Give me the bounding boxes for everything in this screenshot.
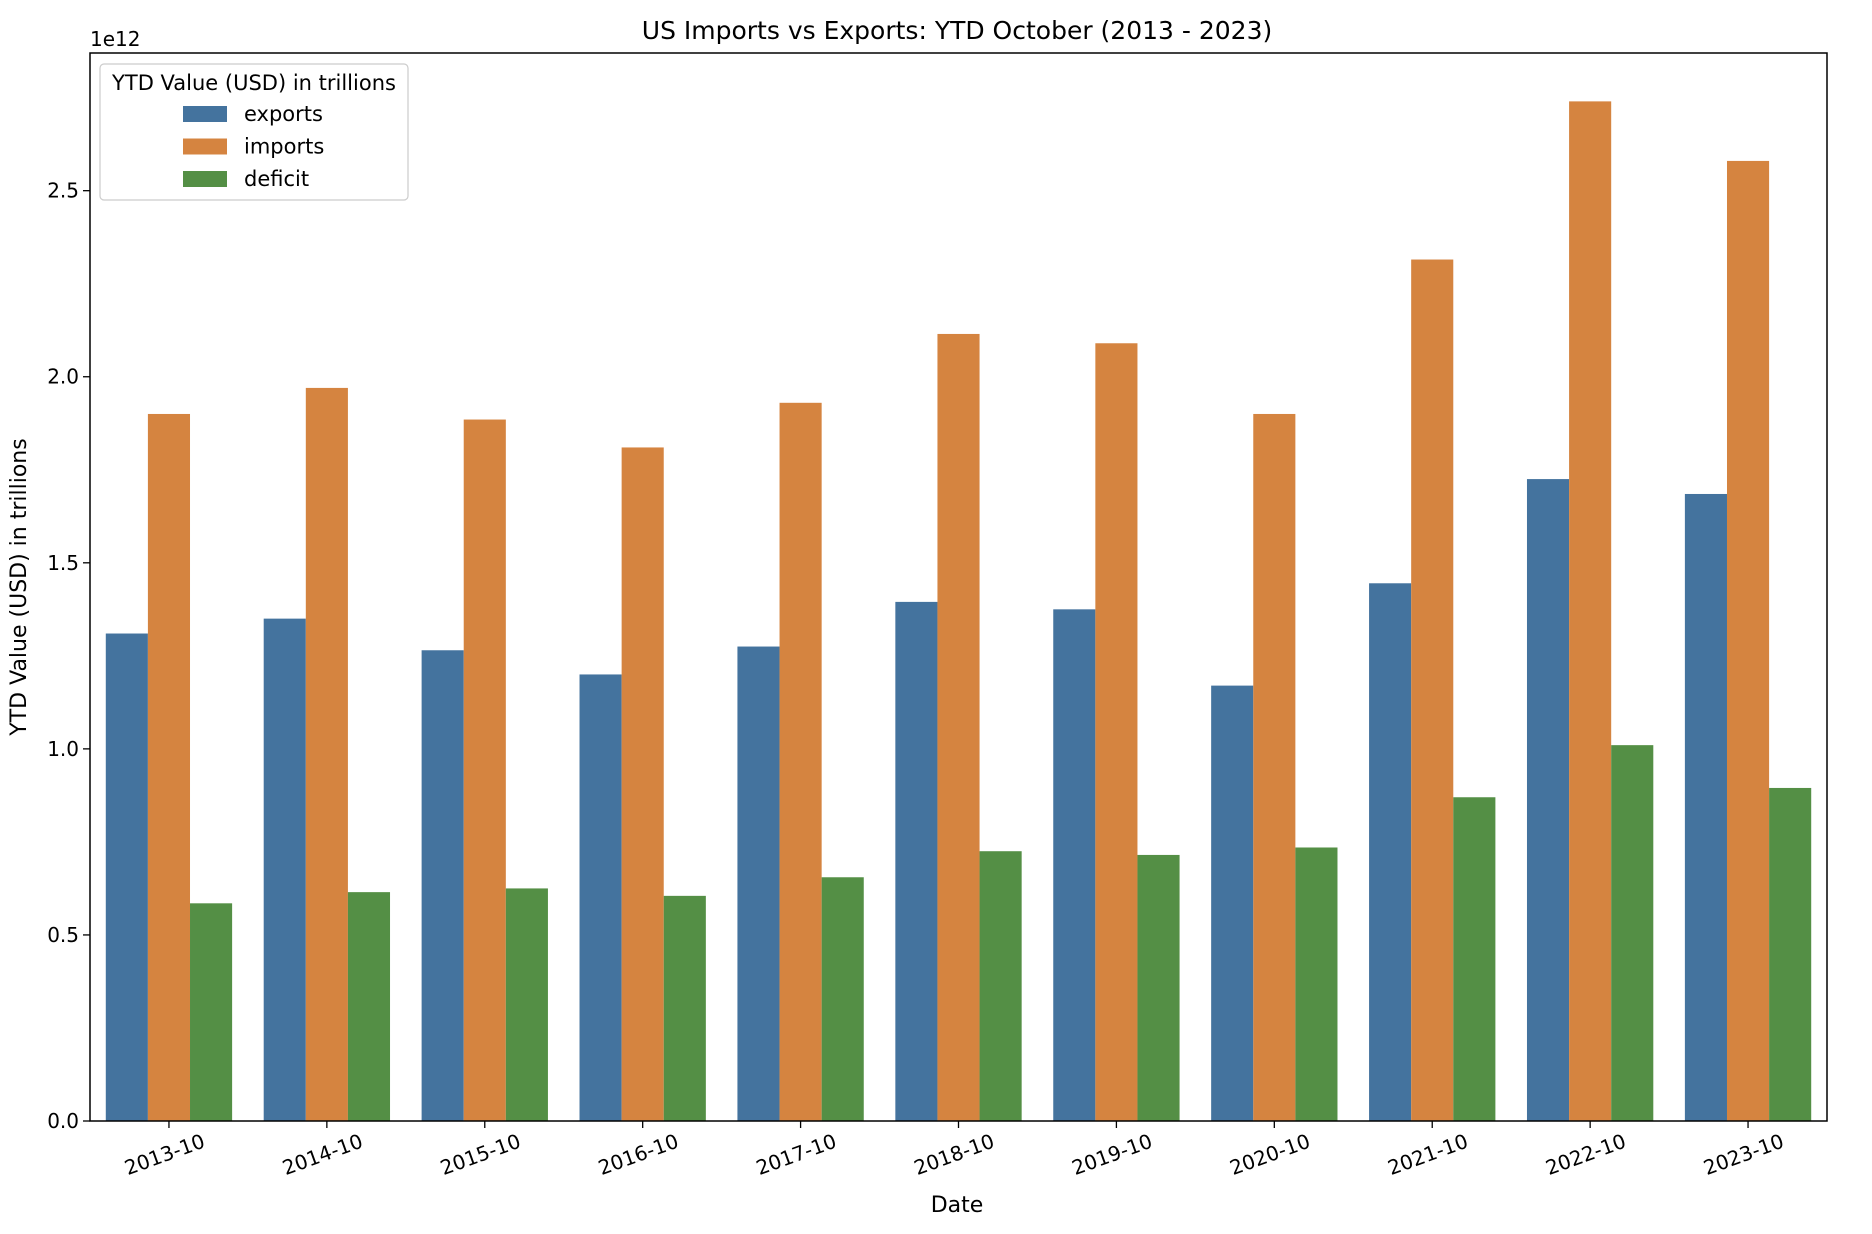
- y-tick-label: 1.0: [47, 737, 79, 761]
- legend-swatch-imports: [183, 138, 227, 155]
- y-tick-label: 1.5: [47, 551, 79, 575]
- x-tick-label: 2015-10: [437, 1129, 524, 1180]
- bar-exports-2023-10: [1684, 493, 1727, 1122]
- bar-exports-2013-10: [105, 633, 148, 1121]
- x-tick-label: 2021-10: [1384, 1129, 1471, 1180]
- bar-deficit-2022-10: [1611, 745, 1654, 1121]
- chart-title: US Imports vs Exports: YTD October (2013…: [642, 16, 1272, 45]
- bar-imports-2020-10: [1253, 413, 1296, 1122]
- x-tick-label: 2014-10: [279, 1129, 366, 1180]
- bar-imports-2017-10: [779, 402, 822, 1121]
- bar-exports-2019-10: [1053, 609, 1096, 1121]
- bar-exports-2022-10: [1526, 479, 1570, 1122]
- bar-imports-2016-10: [621, 447, 664, 1121]
- y-tick-label: 0.0: [47, 1109, 79, 1133]
- x-tick-label: 2018-10: [911, 1129, 998, 1180]
- legend-box: [99, 63, 409, 201]
- bar-deficit-2023-10: [1769, 787, 1812, 1121]
- bar-exports-2016-10: [579, 674, 622, 1121]
- legend-swatch-exports: [183, 106, 227, 122]
- legend-title: YTD Value (USD) in trillions: [111, 71, 396, 95]
- legend: YTD Value (USD) in trillions exports impo…: [99, 63, 409, 201]
- x-tick-label: 2016-10: [595, 1129, 682, 1180]
- y-offset-label: 1e12: [90, 27, 140, 51]
- bars-layer: [105, 101, 1812, 1122]
- x-tick-label: 2020-10: [1227, 1129, 1314, 1180]
- legend-swatch-deficit: [183, 171, 227, 187]
- x-axis-title: Date: [931, 1193, 984, 1218]
- x-tick-label: 2013-10: [121, 1129, 208, 1180]
- bar-exports-2014-10: [263, 618, 306, 1121]
- bar-deficit-2018-10: [979, 851, 1022, 1121]
- bar-deficit-2014-10: [347, 892, 391, 1121]
- bar-deficit-2016-10: [663, 895, 706, 1121]
- y-axis-title: YTD Value (USD) in trillions: [7, 438, 32, 736]
- bar-deficit-2019-10: [1137, 854, 1180, 1121]
- bar-deficit-2017-10: [821, 877, 864, 1121]
- bar-imports-2015-10: [463, 419, 506, 1121]
- legend-label-deficit: deficit: [244, 167, 309, 191]
- bar-exports-2018-10: [895, 601, 938, 1121]
- bar-deficit-2013-10: [190, 903, 233, 1121]
- legend-label-exports: exports: [244, 102, 323, 126]
- x-tick-label: 2023-10: [1700, 1129, 1787, 1180]
- x-axis: 2013-10 2014-10 2015-10 2016-10 2017-10 2018-…: [121, 1121, 1787, 1180]
- bar-exports-2017-10: [737, 646, 780, 1121]
- bar-exports-2021-10: [1369, 583, 1412, 1121]
- bar-imports-2018-10: [937, 333, 980, 1121]
- x-tick-label: 2017-10: [753, 1129, 840, 1180]
- x-tick-label: 2022-10: [1542, 1129, 1629, 1180]
- y-tick-label: 2.0: [47, 365, 79, 389]
- y-axis: 0.0 0.5 1.0 1.5 2.0 2.5: [47, 179, 90, 1133]
- bar-imports-2019-10: [1095, 343, 1138, 1121]
- bar-imports-2013-10: [147, 413, 191, 1122]
- bar-exports-2015-10: [421, 650, 464, 1121]
- y-tick-label: 2.5: [47, 179, 79, 203]
- bar-deficit-2021-10: [1453, 797, 1496, 1121]
- bar-deficit-2015-10: [505, 888, 548, 1121]
- bar-imports-2022-10: [1569, 101, 1612, 1121]
- x-tick-label: 2019-10: [1069, 1129, 1156, 1180]
- bar-imports-2023-10: [1726, 160, 1770, 1122]
- legend-label-imports: imports: [244, 135, 324, 159]
- bar-deficit-2020-10: [1295, 847, 1338, 1121]
- bar-imports-2014-10: [305, 387, 348, 1121]
- bar-exports-2020-10: [1211, 685, 1254, 1121]
- y-tick-label: 0.5: [47, 923, 79, 947]
- bar-imports-2021-10: [1411, 259, 1454, 1121]
